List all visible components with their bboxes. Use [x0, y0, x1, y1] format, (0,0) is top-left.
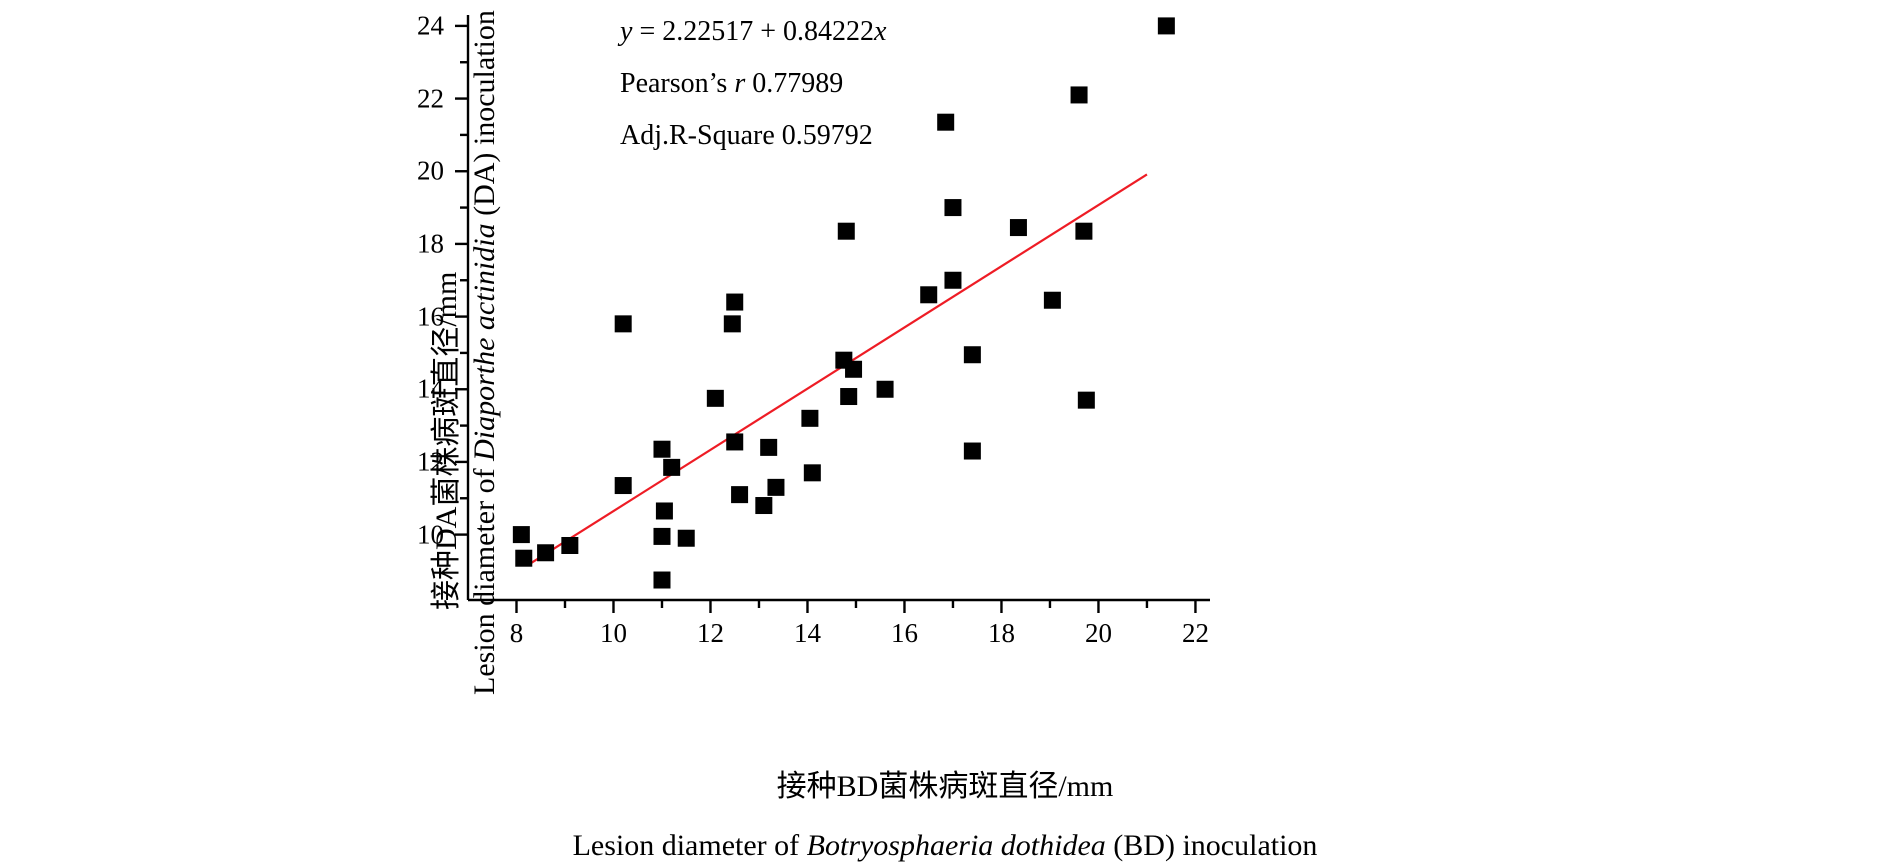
scatter-marker: [876, 380, 894, 398]
x-axis-title-en-pre: Lesion diameter of: [572, 829, 807, 862]
x-axis-titles: 接种BD菌株病斑直径/mm Lesion diameter of Botryos…: [0, 770, 1890, 862]
scatter-marker: [1070, 86, 1088, 104]
scatter-marker: [731, 486, 749, 504]
pearson-label: Pearson’s: [620, 68, 735, 99]
pearson-r-statistic: Pearson’s r 0.77989: [620, 70, 1080, 98]
scatter-marker: [726, 293, 744, 311]
adj-r-square-value: 0.59792: [774, 120, 873, 151]
fit-statistics-annotation: y = 2.22517 + 0.84222x Pearson’s r 0.779…: [620, 18, 1080, 150]
y-tick-label: 18: [417, 228, 444, 259]
y-tick-label: 16: [417, 301, 444, 332]
equation-body: = 2.22517 + 0.84222: [632, 16, 875, 47]
scatter-marker: [755, 497, 773, 515]
scatter-marker: [963, 346, 981, 364]
adj-r-square-statistic: Adj.R-Square 0.59792: [620, 122, 1080, 150]
scatter-marker: [1043, 291, 1061, 309]
regression-fit-line: [530, 173, 1148, 565]
scatter-marker: [1077, 391, 1095, 409]
x-tick-label: 8: [509, 618, 524, 648]
x-tick-label: 18: [987, 618, 1015, 648]
scatter-marker: [1075, 222, 1093, 240]
scatter-marker: [944, 271, 962, 289]
y-tick-label: 20: [417, 155, 444, 186]
scatter-marker: [803, 464, 821, 482]
x-tick-label: 10: [599, 618, 627, 648]
x-axis-title-en-species: Botryosphaeria dothidea: [806, 829, 1106, 862]
x-axis-title-english: Lesion diameter of Botryosphaeria dothid…: [0, 829, 1890, 862]
data-points: [512, 17, 1175, 589]
x-axis-title-en-post: (BD) inoculation: [1105, 829, 1318, 862]
y-tick-label: 24: [417, 10, 444, 41]
regression-line: [530, 173, 1148, 565]
scatter-marker: [1009, 219, 1027, 237]
scatter-marker: [837, 222, 855, 240]
scatter-marker: [653, 440, 671, 458]
pearson-value: 0.77989: [745, 68, 844, 99]
scatter-marker: [1157, 17, 1175, 35]
equation-y-symbol: y: [620, 16, 633, 47]
scatter-marker: [760, 438, 778, 456]
y-axis-title-en-post: (DA) inoculation: [468, 10, 501, 224]
x-tick-label: 12: [696, 618, 724, 648]
scatter-marker: [677, 529, 695, 547]
scatter-marker: [561, 536, 579, 554]
scatter-marker: [653, 571, 671, 589]
y-tick-label: 12: [417, 446, 444, 477]
y-axis-title-english: Lesion diameter of Diaporthe actinidia (…: [468, 10, 501, 695]
y-tick-label: 22: [417, 83, 444, 114]
scatter-marker: [723, 315, 741, 333]
x-axis-title-chinese: 接种BD菌株病斑直径/mm: [776, 770, 1114, 803]
scatter-marker: [515, 549, 533, 567]
scatter-marker: [706, 389, 724, 407]
y-tick-label: 10: [417, 519, 444, 550]
axes-group: [455, 15, 1210, 613]
x-tick-label: 16: [890, 618, 918, 648]
scatter-marker: [614, 477, 632, 495]
adj-r-square-label: Adj.R-Square: [620, 120, 775, 151]
scatter-marker: [845, 360, 863, 378]
scatter-marker: [944, 199, 962, 217]
x-tick-label: 14: [793, 618, 821, 648]
scatter-marker: [655, 502, 673, 520]
y-axis-title-en-species: Diaporthe actinidia: [468, 223, 501, 461]
y-tick-label: 14: [417, 373, 444, 404]
y-axis-title-chinese: 接种DA菌株病斑直径/mm: [430, 271, 463, 610]
scatter-marker: [963, 442, 981, 460]
scatter-marker: [653, 527, 671, 545]
scatter-marker: [512, 526, 530, 544]
equation-x-symbol: x: [874, 16, 887, 47]
scatter-marker: [840, 388, 858, 406]
scatter-marker: [920, 286, 938, 304]
scatter-marker: [663, 458, 681, 476]
scatter-marker: [801, 409, 819, 427]
y-axis-title-en-pre: Lesion diameter of: [468, 460, 501, 695]
scatter-marker: [537, 544, 555, 562]
x-tick-label: 20: [1084, 618, 1112, 648]
pearson-r-symbol: r: [734, 68, 746, 99]
x-tick-label: 22: [1181, 618, 1209, 648]
scatter-marker: [726, 433, 744, 451]
scatter-marker: [767, 478, 785, 496]
scatter-marker: [937, 113, 955, 131]
scatter-marker: [614, 315, 632, 333]
regression-equation: y = 2.22517 + 0.84222x: [620, 18, 1080, 46]
